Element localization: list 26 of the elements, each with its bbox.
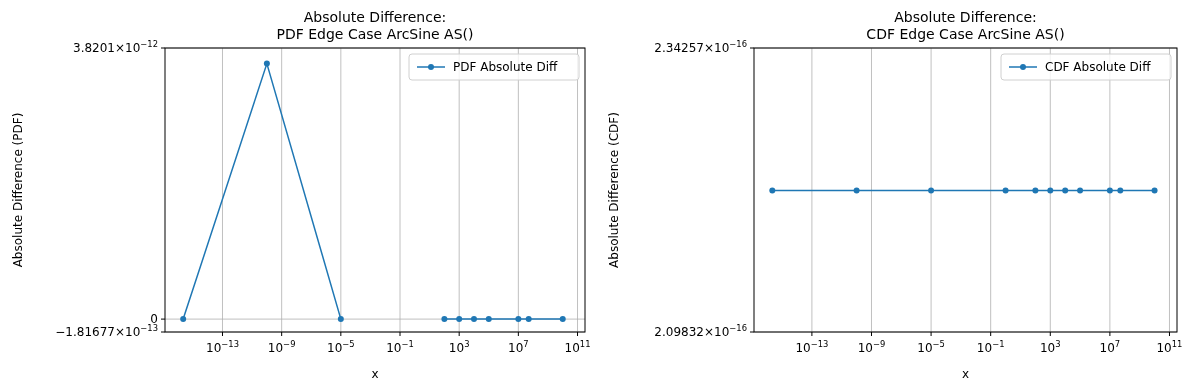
x-tick-label: 10$^{−1}$: [976, 339, 1005, 355]
x-tick-label: 10$^{−1}$: [386, 339, 414, 355]
x-tick-label: 10$^{3}$: [448, 339, 470, 355]
y-axis-title: Absolute Difference (CDF): [607, 112, 621, 268]
x-tick-label: 10$^{−13}$: [795, 339, 829, 355]
chart-title: Absolute Difference: CDF Edge Case ArcSine AS(): [866, 9, 1065, 42]
y-axis-title: Absolute Difference (PDF): [11, 112, 25, 268]
x-tick-label: 10$^{−13}$: [206, 339, 239, 355]
chart-title: Absolute Difference: PDF Edge Case ArcSine AS(): [276, 9, 474, 42]
x-tick-label: 10$^{7}$: [1099, 339, 1121, 355]
legend-label: CDF Absolute Diff: [1045, 60, 1152, 74]
x-tick-label: 10$^{−9}$: [857, 339, 886, 355]
y-tick-label: 3.8201×10$^{−12}$: [73, 39, 158, 55]
x-tick-label: 10$^{3}$: [1039, 339, 1061, 355]
x-tick-label: 10$^{−9}$: [267, 339, 296, 355]
y-tick-label: 2.09832×10$^{−16}$: [654, 323, 747, 339]
x-axis-title: x: [371, 367, 379, 381]
x-tick-label: 10$^{7}$: [508, 339, 529, 355]
x-tick-label: 10$^{−5}$: [327, 339, 355, 355]
x-tick-label: 10$^{−5}$: [917, 339, 945, 355]
legend-label: PDF Absolute Diff: [453, 60, 559, 74]
y-tick-label: −1.81677×10$^{−13}$: [55, 323, 158, 339]
x-axis-title: x: [961, 367, 970, 381]
y-tick-label: 2.34257×10$^{−16}$: [654, 39, 747, 55]
x-tick-label: 10$^{11}$: [564, 339, 591, 355]
x-tick-label: 10$^{11}$: [1156, 339, 1183, 355]
